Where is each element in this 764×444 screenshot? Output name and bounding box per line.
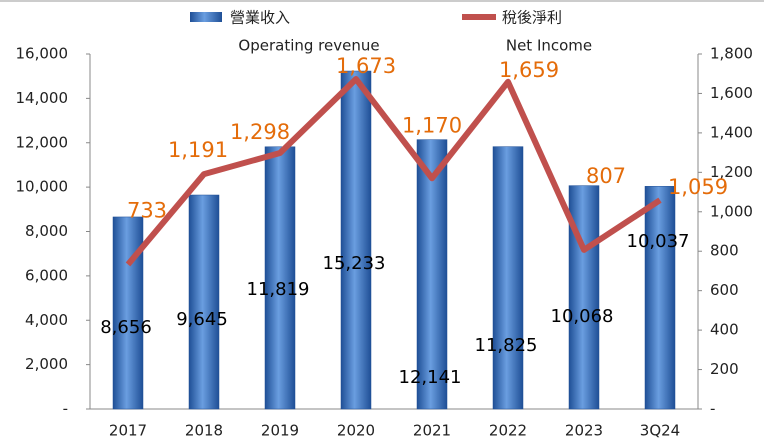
line <box>125 76 662 267</box>
bar <box>644 186 676 410</box>
x-tick-label: 2018 <box>185 422 223 440</box>
x-tick-label: 2020 <box>337 422 375 440</box>
y2-tick-label: 1,200 <box>710 163 753 181</box>
bar <box>340 70 372 410</box>
line-value-label: 1,673 <box>336 54 396 78</box>
y2-tick-label: 1,000 <box>710 202 753 220</box>
legend-bar-swatch <box>190 12 222 22</box>
line-value-label: 1,659 <box>499 58 559 82</box>
x-tick-label: 2021 <box>413 422 451 440</box>
x-tick-label: 2019 <box>261 422 299 440</box>
bar-value-label: 15,233 <box>323 253 386 274</box>
y-tick-label: 8,000 <box>25 222 68 240</box>
bar-value-label: 12,141 <box>399 367 462 388</box>
x-tick-label: 2022 <box>489 422 527 440</box>
y-tick-label: 4,000 <box>25 311 68 329</box>
y2-tick-label: 1,800 <box>710 45 753 63</box>
bar-value-label: 11,825 <box>475 335 538 356</box>
bar <box>492 146 524 410</box>
y-tick-label: 2,000 <box>25 355 68 373</box>
y-tick-label: 6,000 <box>25 266 68 284</box>
bar <box>264 146 296 410</box>
line-value-label: 733 <box>127 198 167 222</box>
line-value-label: 1,059 <box>668 175 728 199</box>
y2-tick-label: 200 <box>710 360 739 378</box>
bar-value-label: 10,068 <box>551 306 614 327</box>
line-value-label: 1,191 <box>168 138 228 162</box>
line-value-label: 807 <box>586 164 626 188</box>
y-tick-label: 14,000 <box>16 89 69 107</box>
y-tick-label: 16,000 <box>16 45 69 63</box>
bar <box>188 194 220 410</box>
bar <box>416 139 448 410</box>
y-tick-label: 10,000 <box>16 178 69 196</box>
y2-tick-label: - <box>710 400 715 418</box>
bar-value-label: 9,645 <box>176 309 228 330</box>
y2-tick-label: 1,400 <box>710 123 753 141</box>
y2-tick-label: 1,600 <box>710 84 753 102</box>
legend-label: 營業收入 <box>230 9 290 27</box>
bar <box>112 216 144 410</box>
line-value-label: 1,170 <box>402 113 462 137</box>
bar-value-label: 8,656 <box>100 317 152 338</box>
y-tick-label: - <box>63 400 68 418</box>
bar <box>568 185 600 410</box>
y2-tick-label: 600 <box>710 281 739 299</box>
y-tick-label: 12,000 <box>16 133 69 151</box>
y2-tick-label: 400 <box>710 321 739 339</box>
bar-value-label: 10,037 <box>627 231 690 252</box>
legend-sublabel: Net Income <box>506 37 592 55</box>
x-tick-label: 2017 <box>109 422 147 440</box>
y2-tick-label: 800 <box>710 242 739 260</box>
x-tick-label: 2023 <box>565 422 603 440</box>
line-value-label: 1,298 <box>230 120 290 144</box>
x-tick-label: 3Q24 <box>640 422 680 440</box>
legend-sublabel: Operating revenue <box>238 37 379 55</box>
legend-label: 稅後淨利 <box>502 9 562 27</box>
bar-value-label: 11,819 <box>247 279 310 300</box>
